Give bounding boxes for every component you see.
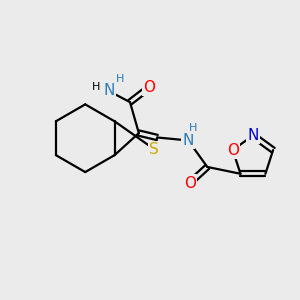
Text: O: O [184, 176, 196, 190]
Text: N: N [103, 83, 115, 98]
Text: N: N [182, 133, 194, 148]
Text: S: S [149, 142, 159, 157]
Text: H: H [116, 74, 124, 84]
Text: N: N [247, 128, 259, 143]
Text: H: H [188, 123, 197, 133]
Text: O: O [143, 80, 155, 95]
Text: O: O [227, 142, 239, 158]
Text: H: H [92, 82, 101, 92]
